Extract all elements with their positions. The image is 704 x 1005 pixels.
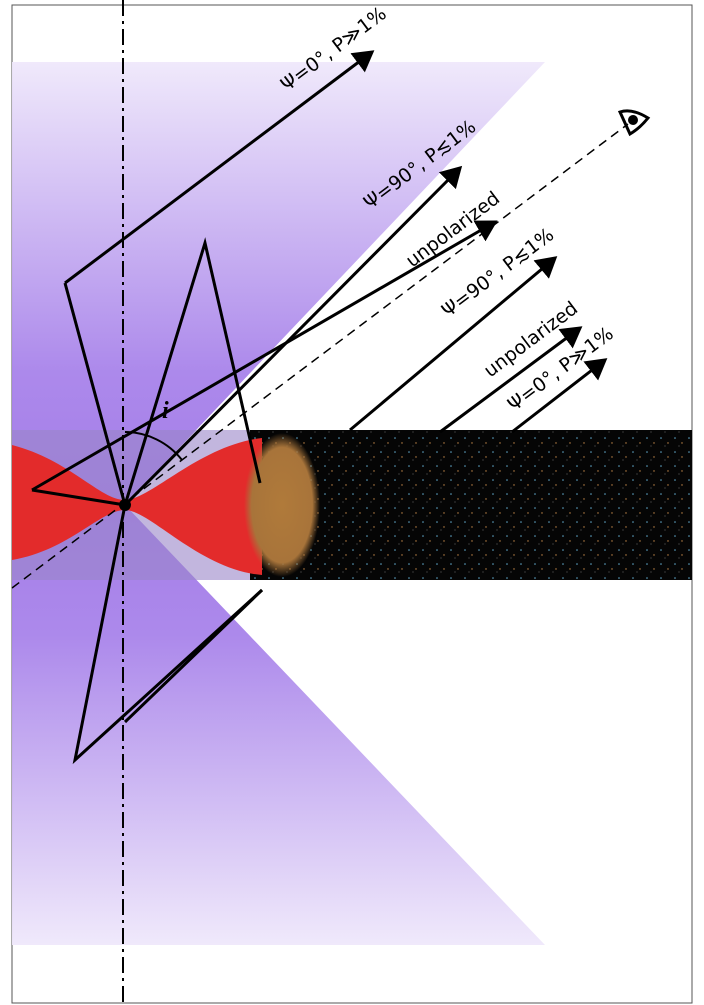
rays [31, 50, 608, 765]
eye [617, 109, 651, 137]
accretion-funnel [12, 438, 262, 575]
angle-arc [124, 431, 183, 461]
ionization-cone [12, 62, 545, 945]
angle-label: i [162, 398, 169, 424]
funnel-cap [244, 433, 320, 577]
nucleus [119, 499, 131, 511]
dust-torus [250, 430, 692, 580]
line-of-sight [11, 123, 629, 589]
